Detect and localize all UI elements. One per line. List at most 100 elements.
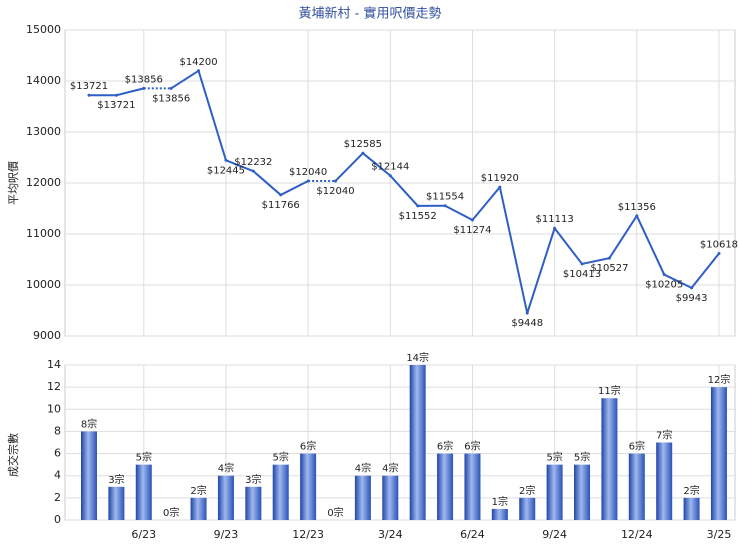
y-axis-label: 平均呎價 <box>6 161 20 205</box>
bar <box>519 497 536 520</box>
data-label: 3宗 <box>245 473 261 486</box>
y-tick-label: 4 <box>54 469 61 482</box>
data-label: 4宗 <box>218 462 234 475</box>
y-tick-label: 8 <box>54 424 61 437</box>
bar <box>382 475 399 520</box>
data-label: $13721 <box>70 81 108 92</box>
line-segment <box>581 257 610 265</box>
line-segment <box>526 227 556 314</box>
line-segment <box>252 170 282 196</box>
bar <box>135 464 152 520</box>
x-tick-label: 9/23 <box>214 528 239 541</box>
point <box>690 286 694 290</box>
bar <box>683 497 700 520</box>
line-segment <box>635 215 666 275</box>
bar <box>464 453 481 520</box>
data-label: 5宗 <box>574 451 590 464</box>
bar <box>628 453 645 520</box>
data-label: 4宗 <box>355 462 371 475</box>
data-label: 6宗 <box>629 440 645 453</box>
line-segment <box>444 204 473 221</box>
point <box>607 256 611 260</box>
bar <box>409 365 426 520</box>
bar <box>217 475 234 520</box>
line-segment <box>116 87 145 97</box>
point <box>306 179 310 183</box>
bar <box>656 442 673 520</box>
data-label: 0宗 <box>327 506 343 519</box>
data-label: 5宗 <box>136 451 152 464</box>
point <box>87 93 91 97</box>
bar <box>710 387 727 520</box>
bar <box>272 464 289 520</box>
data-label: $11356 <box>618 202 656 213</box>
point <box>169 86 173 90</box>
bar <box>491 508 508 520</box>
point <box>635 214 639 218</box>
data-label: 5宗 <box>273 451 289 464</box>
data-label: $12040 <box>289 167 327 178</box>
data-label: 2宗 <box>519 484 535 497</box>
data-label: 5宗 <box>546 451 562 464</box>
y-tick-label: 11000 <box>26 227 61 240</box>
data-label: 14宗 <box>406 351 429 364</box>
bar <box>81 431 97 520</box>
line-segment <box>498 186 529 314</box>
y-tick-label: 13000 <box>26 125 61 138</box>
y-tick-label: 6 <box>54 447 61 460</box>
point <box>498 185 502 189</box>
y-tick-label: 10 <box>47 402 61 415</box>
point <box>224 158 228 162</box>
bar <box>300 453 317 520</box>
data-label: $11113 <box>536 214 574 225</box>
data-label: $11552 <box>399 211 437 222</box>
line-segment <box>471 186 501 221</box>
bar <box>245 486 262 520</box>
point <box>717 251 721 255</box>
bar <box>437 453 454 520</box>
data-label: 6宗 <box>464 440 480 453</box>
bar <box>108 486 125 520</box>
data-label: 4宗 <box>382 462 398 475</box>
bar <box>546 464 563 520</box>
y-tick-label: 0 <box>54 513 61 526</box>
point <box>443 204 447 208</box>
data-label: 3宗 <box>108 473 124 486</box>
data-label: $10413 <box>563 269 601 280</box>
y-tick-label: 9000 <box>33 329 61 342</box>
data-label: $12445 <box>207 165 245 176</box>
point <box>416 204 420 208</box>
data-label: 2宗 <box>190 484 206 497</box>
data-label: $12040 <box>316 186 354 197</box>
data-label: $9943 <box>676 293 708 304</box>
point <box>251 169 255 173</box>
line-segment <box>608 215 638 259</box>
data-label: $11920 <box>481 173 519 184</box>
line-segment <box>170 69 200 90</box>
data-label: 11宗 <box>598 384 621 397</box>
line-segment <box>280 180 309 196</box>
line-segment <box>197 70 227 161</box>
point <box>580 262 584 266</box>
data-label: $13856 <box>125 74 163 85</box>
data-label: $12232 <box>234 157 272 168</box>
chart-title: 黃埔新村 - 實用呎價走勢 <box>299 6 442 22</box>
point <box>553 226 557 230</box>
data-label: 12宗 <box>708 373 731 386</box>
bar <box>354 475 371 520</box>
y-tick-label: 14 <box>47 358 61 371</box>
x-tick-label: 3/24 <box>378 528 403 541</box>
line-segment <box>362 152 391 177</box>
point <box>114 93 118 97</box>
data-label: 1宗 <box>492 495 508 508</box>
line-segment <box>389 174 419 207</box>
data-label: $10618 <box>700 239 738 250</box>
y-tick-label: 12000 <box>26 176 61 189</box>
y-tick-label: 10000 <box>26 278 61 291</box>
x-tick-label: 3/25 <box>707 528 732 541</box>
y-tick-label: 14000 <box>26 74 61 87</box>
data-label: 8宗 <box>81 417 97 430</box>
point <box>142 86 146 90</box>
line-segment <box>553 227 583 265</box>
